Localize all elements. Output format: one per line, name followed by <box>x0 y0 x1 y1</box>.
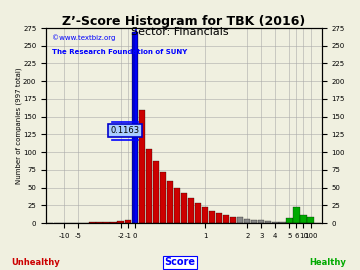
Text: 0.1163: 0.1163 <box>111 126 140 135</box>
Bar <box>286 218 293 223</box>
Bar <box>237 217 243 223</box>
Bar <box>111 222 117 223</box>
Bar <box>251 220 257 223</box>
Title: Z’-Score Histogram for TBK (2016): Z’-Score Histogram for TBK (2016) <box>62 15 306 28</box>
Bar <box>216 213 222 223</box>
Bar <box>272 222 279 223</box>
Bar <box>117 221 124 223</box>
Text: Healthy: Healthy <box>309 258 346 267</box>
Bar <box>89 222 96 223</box>
Bar <box>195 203 201 223</box>
Bar <box>307 217 314 223</box>
Bar <box>279 222 285 223</box>
Bar <box>293 207 300 223</box>
Y-axis label: Number of companies (997 total): Number of companies (997 total) <box>15 67 22 184</box>
Bar <box>125 220 131 223</box>
Bar <box>139 110 145 223</box>
Bar <box>131 32 138 223</box>
Bar <box>202 207 208 223</box>
Bar <box>244 219 251 223</box>
Text: Unhealthy: Unhealthy <box>12 258 60 267</box>
Text: Score: Score <box>165 257 195 267</box>
Bar <box>258 220 265 223</box>
Bar <box>265 221 271 223</box>
Text: Sector: Financials: Sector: Financials <box>131 27 229 38</box>
Bar <box>223 215 229 223</box>
Bar <box>174 188 180 223</box>
Bar <box>209 211 215 223</box>
Text: The Research Foundation of SUNY: The Research Foundation of SUNY <box>51 49 187 55</box>
Bar <box>96 222 103 223</box>
Bar <box>188 198 194 223</box>
Bar <box>103 222 110 223</box>
Bar <box>230 217 236 223</box>
Bar <box>160 172 166 223</box>
Bar <box>167 181 173 223</box>
Bar <box>145 148 152 223</box>
Bar <box>300 215 307 223</box>
Bar <box>181 193 187 223</box>
Bar <box>153 161 159 223</box>
Text: ©www.textbiz.org: ©www.textbiz.org <box>51 34 115 40</box>
